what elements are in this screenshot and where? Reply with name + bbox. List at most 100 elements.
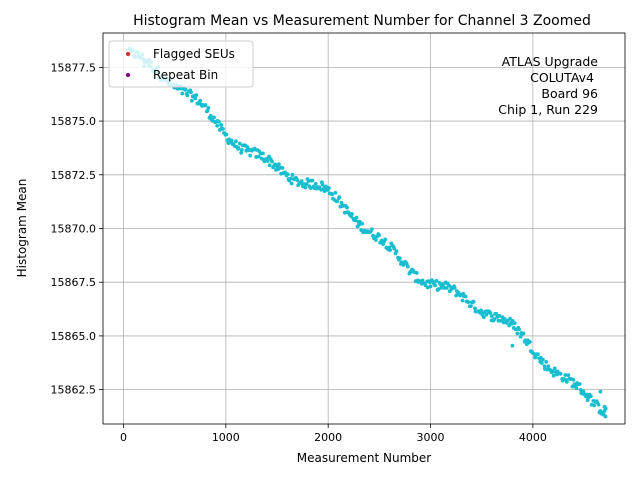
- data-point: [577, 382, 582, 386]
- data-point: [339, 200, 344, 205]
- data-point: [563, 373, 568, 377]
- data-point: [215, 123, 220, 128]
- annotation-line-3: Board 96: [541, 86, 598, 101]
- data-point: [533, 355, 538, 360]
- data-point: [203, 103, 208, 107]
- x-tick-label: 0: [120, 431, 127, 444]
- data-point: [280, 166, 285, 170]
- x-tick-label: 2000: [314, 431, 342, 444]
- data-point: [229, 138, 234, 143]
- legend-marker-flagged-seus: [126, 52, 130, 56]
- data-point: [265, 159, 270, 163]
- x-tick-label: 4000: [519, 431, 547, 444]
- y-tick-label: 15875.0: [51, 115, 97, 128]
- data-point: [350, 212, 354, 216]
- y-axis-ticks: 15862.5 15865.0 15867.5 15870.0 15872.5 15875…: [51, 61, 103, 397]
- y-tick-label: 15877.5: [51, 61, 97, 74]
- data-point: [267, 163, 272, 168]
- data-point: [335, 199, 339, 204]
- annotation-line-2: COLUTAv4: [530, 70, 594, 85]
- data-point: [303, 185, 308, 190]
- data-point: [603, 414, 608, 419]
- data-point: [463, 294, 468, 299]
- y-tick-label: 15867.5: [51, 276, 97, 289]
- data-point: [550, 369, 555, 374]
- data-point: [189, 98, 194, 103]
- data-point: [489, 314, 494, 318]
- data-point: [183, 87, 188, 92]
- data-point: [256, 154, 261, 159]
- legend-box: [108, 40, 254, 88]
- data-point: [517, 327, 521, 332]
- legend-marker-repeat-bin: [126, 73, 130, 77]
- data-point: [221, 126, 225, 131]
- data-point: [208, 114, 213, 118]
- data-point: [198, 98, 203, 103]
- data-point: [392, 246, 397, 251]
- data-point: [322, 189, 327, 193]
- data-point: [515, 331, 520, 336]
- data-point: [460, 298, 465, 303]
- data-point: [471, 299, 476, 304]
- data-point: [405, 264, 410, 269]
- data-point: [185, 93, 190, 98]
- annotation-line-4: Chip 1, Run 229: [498, 102, 598, 117]
- data-point: [205, 108, 210, 113]
- data-point: [189, 90, 193, 95]
- legend: Flagged SEUs Repeat Bin: [108, 40, 254, 88]
- data-point: [481, 315, 486, 320]
- y-tick-label: 15872.5: [51, 169, 97, 182]
- data-point: [540, 361, 544, 366]
- data-point: [327, 186, 331, 190]
- data-point: [414, 271, 419, 275]
- data-point: [488, 311, 493, 315]
- data-point: [566, 373, 571, 378]
- data-point: [237, 141, 242, 146]
- data-point: [536, 352, 540, 357]
- data-point: [319, 187, 324, 192]
- data-point: [428, 284, 433, 289]
- y-tick-label: 15865.0: [51, 330, 97, 343]
- data-point: [383, 237, 388, 242]
- data-point: [224, 132, 229, 137]
- data-point: [216, 119, 221, 124]
- data-point: [439, 285, 444, 290]
- data-point: [239, 151, 244, 155]
- data-point: [342, 210, 347, 215]
- data-point: [564, 380, 569, 384]
- legend-label-flagged-seus: Flagged SEUs: [153, 47, 235, 61]
- data-point: [540, 357, 545, 362]
- data-point: [497, 314, 502, 318]
- data-point: [544, 360, 549, 364]
- data-point: [330, 192, 335, 197]
- data-point: [452, 285, 457, 290]
- data-point: [290, 172, 295, 177]
- data-point: [206, 106, 211, 110]
- data-point: [377, 233, 381, 238]
- data-point: [512, 321, 517, 326]
- data-point: [552, 366, 557, 371]
- data-point: [551, 373, 556, 378]
- annotation-line-1: ATLAS Upgrade: [502, 54, 599, 69]
- data-point: [581, 389, 586, 394]
- grid: [103, 33, 625, 424]
- legend-label-repeat-bin: Repeat Bin: [153, 68, 218, 82]
- data-point: [444, 286, 449, 290]
- data-point: [585, 398, 590, 403]
- data-point: [602, 404, 607, 409]
- data-point: [571, 377, 576, 382]
- data-point: [261, 151, 265, 156]
- data-point: [360, 221, 364, 226]
- data-point: [310, 178, 315, 183]
- x-tick-label: 3000: [417, 431, 445, 444]
- data-point: [521, 331, 526, 336]
- data-point: [299, 179, 304, 184]
- data-point: [433, 283, 438, 288]
- data-point: [473, 306, 477, 311]
- data-point: [592, 403, 596, 408]
- y-tick-label: 15862.5: [51, 384, 97, 397]
- data-point: [596, 402, 601, 407]
- data-point: [468, 304, 473, 309]
- data-point: [598, 389, 603, 394]
